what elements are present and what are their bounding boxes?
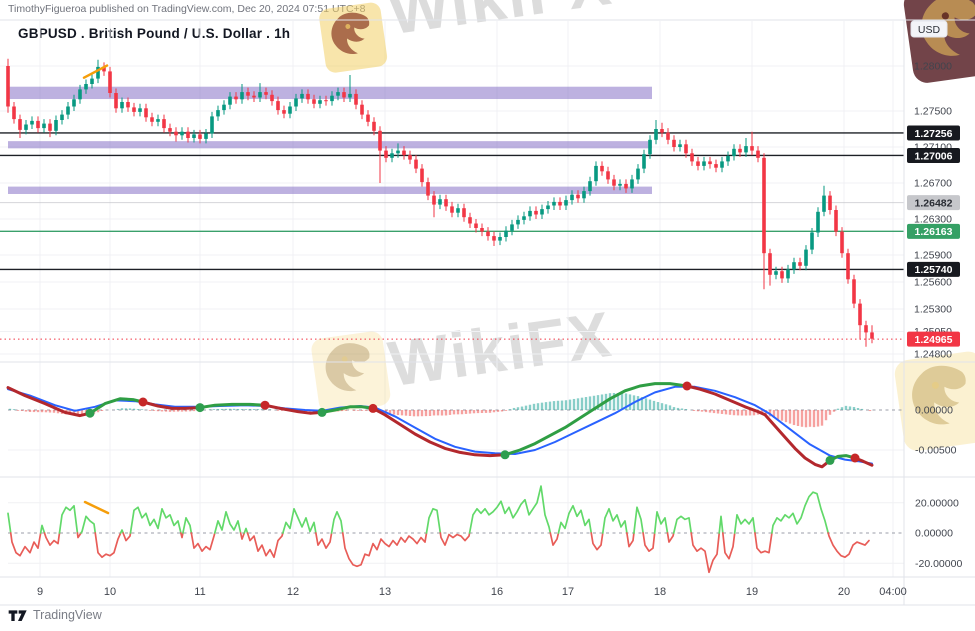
time-tick-label: 12 — [287, 586, 299, 598]
time-tick-label: 9 — [37, 586, 43, 598]
price-tick-label: 1.26700 — [914, 178, 952, 190]
currency-chip — [910, 20, 948, 38]
time-tick-label: 04:00 — [879, 586, 907, 598]
time-tick-label: 17 — [562, 586, 574, 598]
tradingview-brand-label[interactable]: TradingView — [33, 608, 102, 622]
macd-signal-dot-red — [138, 397, 148, 407]
price-tick-label: 1.25600 — [914, 277, 952, 289]
svg-text:1.26482: 1.26482 — [915, 197, 953, 209]
tradingview-logo-icon[interactable] — [8, 606, 28, 624]
price-tick-label: 1.24800 — [914, 349, 952, 361]
price-badge: 1.27256 — [907, 125, 960, 141]
svg-text:1.24965: 1.24965 — [915, 334, 953, 346]
currency-label: USD — [918, 24, 941, 36]
price-tick-label: 1.26300 — [914, 214, 952, 226]
osc-tick-label: 0.00000 — [915, 528, 953, 540]
macd-signal-dot-green — [85, 408, 95, 418]
price-levels[interactable] — [0, 132, 904, 340]
panel-dividers — [0, 19, 975, 606]
macd-signal-dot-green — [195, 403, 205, 413]
svg-text:1.27256: 1.27256 — [915, 128, 953, 140]
macd-tick-label: 0.00000 — [915, 405, 953, 417]
macd-signal-dot-red — [260, 400, 270, 410]
macd-signal-dot-green — [317, 407, 327, 417]
time-tick-label: 18 — [654, 586, 666, 598]
macd-signal-dot-red — [368, 403, 378, 413]
time-tick-label: 20 — [838, 586, 850, 598]
wikifx-eagle-icon-top — [319, 2, 388, 73]
macd-pane[interactable] — [6, 381, 904, 469]
wikifx-eagle-icon-top-right — [903, 0, 975, 83]
price-badge: 1.27006 — [907, 147, 960, 163]
svg-text:1.25740: 1.25740 — [915, 264, 953, 276]
price-axis[interactable]: USD1.280001.275001.271001.267001.263001.… — [907, 20, 962, 570]
supply-demand-zones[interactable] — [8, 86, 652, 194]
price-badge: 1.24965 — [907, 331, 960, 347]
macd-signal-dot-red — [850, 453, 860, 463]
price-badge: 1.26163 — [907, 223, 960, 239]
macd-signal-dot-green — [825, 455, 835, 465]
wikifx-eagle-icon-bottom-right — [894, 351, 975, 451]
page-title: GBPUSD . British Pound / U.S. Dollar . 1… — [18, 26, 291, 41]
price-tick-label: 1.28000 — [914, 61, 952, 73]
gridlines — [0, 21, 904, 577]
price-tick-label: 1.27500 — [914, 106, 952, 118]
footer-bar: TradingView — [8, 606, 102, 624]
watermark-logos — [311, 0, 975, 451]
osc-tick-label: 20.00000 — [915, 497, 959, 509]
time-tick-label: 10 — [104, 586, 116, 598]
trendline-oscillator[interactable] — [83, 500, 110, 515]
time-tick-label: 16 — [491, 586, 503, 598]
price-tick-label: 1.25300 — [914, 304, 952, 316]
time-axis[interactable]: 9 10 11 12 13 16 17 18 19 20 04:00 — [37, 586, 907, 598]
time-tick-label: 11 — [194, 586, 205, 598]
trendline-price[interactable] — [82, 64, 109, 79]
macd-signal-dot-green — [500, 450, 510, 460]
wikifx-eagle-icon-center — [311, 331, 391, 413]
price-tick-label: 1.25900 — [914, 250, 952, 262]
oscillator-pane[interactable] — [7, 485, 904, 574]
osc-tick-label: -20.00000 — [915, 558, 962, 570]
attribution-text: TimothyFigueroa published on TradingView… — [8, 3, 366, 15]
candlesticks — [6, 58, 874, 347]
svg-text:1.27006: 1.27006 — [915, 150, 953, 162]
price-badge: 1.26482 — [907, 195, 960, 211]
time-tick-label: 13 — [379, 586, 391, 598]
price-badge: 1.25740 — [907, 261, 960, 277]
macd-signal-dot-red — [682, 381, 692, 391]
time-tick-label: 19 — [746, 586, 758, 598]
svg-text:1.26163: 1.26163 — [915, 226, 953, 238]
macd-tick-label: -0.00500 — [915, 445, 957, 457]
